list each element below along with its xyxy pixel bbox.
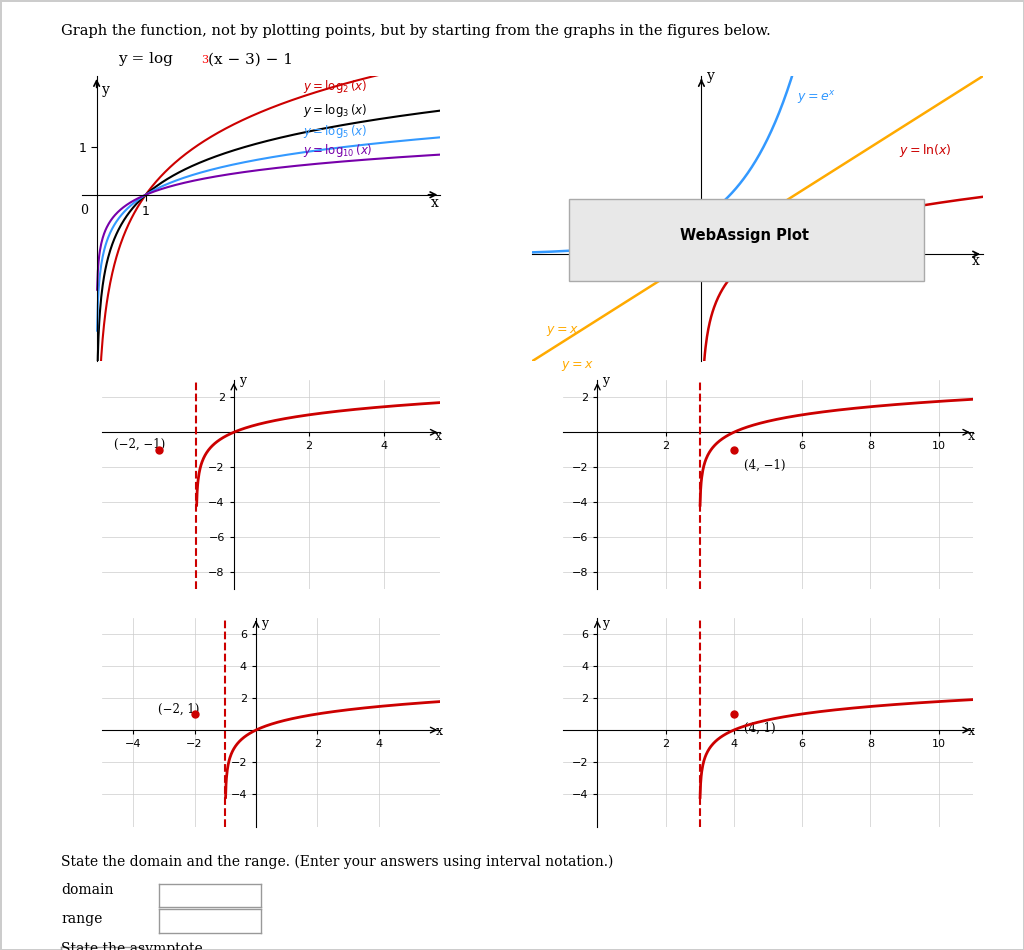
$y = \log_3(x)$ bbox=[373, 113, 385, 124]
Text: x: x bbox=[436, 725, 442, 738]
Text: $y = \ln(x)$: $y = \ln(x)$ bbox=[899, 142, 951, 160]
Text: $y = x$: $y = x$ bbox=[561, 359, 593, 373]
$y = \log_5(x)$ bbox=[276, 150, 289, 162]
Text: (−2, 1): (−2, 1) bbox=[158, 703, 199, 715]
$y = \log_3(x)$ bbox=[276, 131, 289, 142]
Text: y: y bbox=[602, 617, 609, 630]
$y = \log_{10}(x)$ bbox=[256, 164, 268, 176]
Text: y: y bbox=[240, 374, 247, 388]
Text: x: x bbox=[430, 196, 438, 210]
Text: (4, 1): (4, 1) bbox=[744, 722, 776, 735]
$y = \log_2(x)$ bbox=[373, 69, 385, 81]
$y = \log_{10}(x)$ bbox=[276, 162, 289, 173]
Text: x: x bbox=[968, 725, 975, 738]
$y = \log_{10}(x)$ bbox=[295, 160, 307, 171]
Line: $y = \log_2(x)$: $y = \log_2(x)$ bbox=[97, 62, 440, 510]
Text: y: y bbox=[101, 84, 110, 97]
Text: 3: 3 bbox=[201, 55, 208, 66]
$y = \log_3(x)$ bbox=[295, 127, 307, 139]
$y = \log_3(x)$ bbox=[91, 389, 103, 400]
Text: $y = \log_{10}(x)$: $y = \log_{10}(x)$ bbox=[303, 142, 373, 160]
Text: $y = \log_2(x)$: $y = \log_2(x)$ bbox=[303, 78, 368, 95]
$y = \log_5(x)$ bbox=[256, 153, 268, 164]
Text: $y = \log_5(x)$: $y = \log_5(x)$ bbox=[303, 124, 368, 141]
FancyBboxPatch shape bbox=[568, 199, 925, 281]
Text: State the asymptote.: State the asymptote. bbox=[61, 942, 208, 950]
$y = \log_5(x)$ bbox=[434, 132, 446, 143]
Text: x: x bbox=[972, 254, 980, 268]
Line: $y = \log_{10}(x)$: $y = \log_{10}(x)$ bbox=[97, 155, 440, 290]
Text: x: x bbox=[968, 430, 975, 443]
$y = \log_2(x)$ bbox=[254, 106, 266, 118]
Text: range: range bbox=[61, 912, 102, 926]
$y = \log_5(x)$ bbox=[373, 138, 385, 149]
$y = \log_{10}(x)$ bbox=[434, 149, 446, 161]
Text: $y = x$: $y = x$ bbox=[546, 324, 579, 337]
$y = \log_2(x)$ bbox=[434, 56, 446, 67]
$y = \log_3(x)$ bbox=[254, 137, 266, 148]
Text: y = log: y = log bbox=[118, 52, 173, 66]
Text: $y = \log_3(x)$: $y = \log_3(x)$ bbox=[303, 102, 368, 119]
Text: Graph the function, not by plotting points, but by starting from the graphs in t: Graph the function, not by plotting poin… bbox=[61, 24, 771, 38]
Text: y: y bbox=[602, 374, 609, 388]
Line: $y = \log_3(x)$: $y = \log_3(x)$ bbox=[97, 110, 440, 394]
Text: domain: domain bbox=[61, 884, 114, 898]
Text: 0: 0 bbox=[80, 204, 88, 218]
$y = \log_2(x)$ bbox=[256, 105, 268, 117]
Text: y: y bbox=[261, 617, 267, 630]
$y = \log_3(x)$ bbox=[426, 106, 438, 118]
$y = \log_5(x)$ bbox=[91, 325, 103, 336]
Text: (−2, −1): (−2, −1) bbox=[114, 438, 165, 451]
Text: $y = e^x$: $y = e^x$ bbox=[798, 89, 836, 106]
$y = \log_5(x)$ bbox=[426, 132, 438, 143]
$y = \log_{10}(x)$ bbox=[91, 284, 103, 295]
$y = \log_2(x)$ bbox=[276, 98, 289, 109]
$y = \log_2(x)$ bbox=[426, 57, 438, 68]
$y = \log_3(x)$ bbox=[434, 104, 446, 116]
Text: (4, −1): (4, −1) bbox=[744, 459, 785, 471]
$y = \log_3(x)$ bbox=[256, 137, 268, 148]
Text: (x − 3) − 1: (x − 3) − 1 bbox=[208, 52, 293, 66]
$y = \log_{10}(x)$ bbox=[426, 149, 438, 161]
$y = \log_2(x)$ bbox=[91, 504, 103, 516]
$y = \log_5(x)$ bbox=[254, 154, 266, 165]
$y = \log_{10}(x)$ bbox=[254, 164, 266, 176]
Text: x: x bbox=[435, 430, 441, 443]
Text: y: y bbox=[707, 68, 715, 83]
$y = \log_5(x)$ bbox=[295, 147, 307, 159]
Text: State the domain and the range. (Enter your answers using interval notation.): State the domain and the range. (Enter y… bbox=[61, 855, 613, 869]
$y = \log_2(x)$ bbox=[295, 91, 307, 103]
Text: WebAssign Plot: WebAssign Plot bbox=[680, 228, 809, 243]
$y = \log_{10}(x)$ bbox=[373, 153, 385, 164]
Line: $y = \log_5(x)$: $y = \log_5(x)$ bbox=[97, 138, 440, 331]
